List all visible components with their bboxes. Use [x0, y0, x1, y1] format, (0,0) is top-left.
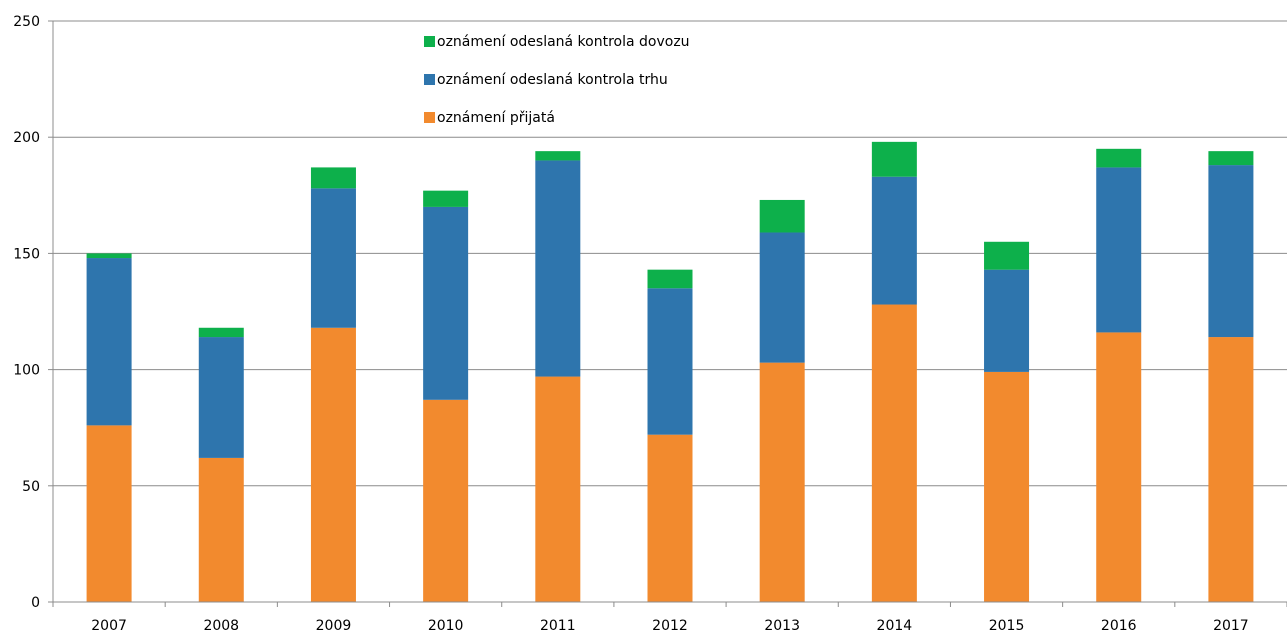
- bar-segment: [86, 253, 132, 259]
- y-tick-label: 50: [22, 479, 40, 495]
- bar-segment: [759, 362, 805, 602]
- bar-segment: [535, 376, 581, 602]
- bar-segment: [984, 241, 1030, 270]
- legend-swatch: [424, 112, 435, 123]
- bar-segment: [1096, 332, 1142, 602]
- y-tick-label: 200: [13, 130, 40, 146]
- bar-segment: [759, 199, 805, 233]
- bar-segment: [535, 160, 581, 377]
- legend-label: oznámení odeslaná kontrola dovozu: [437, 34, 690, 50]
- x-tick-label: 2009: [316, 618, 352, 634]
- bar-segment: [423, 206, 469, 400]
- legend-label: oznámení odeslaná kontrola trhu: [437, 72, 668, 88]
- bar-segment: [984, 371, 1030, 602]
- bar-segment: [198, 337, 244, 458]
- bar-segment: [759, 232, 805, 363]
- bars-layer: [86, 141, 1254, 602]
- bar-segment: [984, 269, 1030, 372]
- x-tick-label: 2016: [1101, 618, 1137, 634]
- x-tick-label: 2010: [428, 618, 464, 634]
- y-tick-label: 100: [13, 363, 40, 379]
- bar-segment: [198, 457, 244, 602]
- x-tick-label: 2014: [877, 618, 913, 634]
- bar-segment: [423, 190, 469, 207]
- grid-layer: [53, 20, 1287, 487]
- y-tick-label: 250: [13, 14, 40, 30]
- bar-segment: [1208, 337, 1254, 602]
- y-tick-label: 150: [13, 246, 40, 262]
- legend-swatch: [424, 36, 435, 47]
- x-tick-label: 2017: [1213, 618, 1249, 634]
- bar-segment: [310, 327, 356, 602]
- x-tick-label: 2015: [989, 618, 1025, 634]
- x-tick-label: 2008: [203, 618, 239, 634]
- legend-label: oznámení přijatá: [437, 110, 555, 126]
- bar-segment: [871, 141, 917, 177]
- bar-segment: [86, 425, 132, 602]
- bar-segment: [871, 176, 917, 305]
- y-tick-label: 0: [31, 595, 40, 611]
- x-tick-label: 2013: [764, 618, 800, 634]
- bar-segment: [1208, 165, 1254, 338]
- bar-segment: [310, 167, 356, 189]
- legend-swatch: [424, 74, 435, 85]
- legend: oznámení odeslaná kontrola dovozu oznámen…: [424, 34, 690, 126]
- bar-segment: [1096, 148, 1142, 168]
- x-tick-label: 2012: [652, 618, 688, 634]
- bar-segment: [535, 151, 581, 161]
- bar-segment: [1096, 167, 1142, 333]
- bar-segment: [423, 399, 469, 602]
- x-tick-label: 2011: [540, 618, 576, 634]
- bar-segment: [86, 258, 132, 426]
- bar-segment: [647, 269, 693, 289]
- axis-layer: 0 50 100 150 200 250 2007 2008 2009 2010 2011 2012 2…: [13, 14, 1287, 634]
- bar-segment: [647, 288, 693, 435]
- bar-segment: [871, 304, 917, 602]
- bar-segment: [1208, 151, 1254, 166]
- bar-segment: [198, 327, 244, 338]
- x-tick-label: 2007: [91, 618, 127, 634]
- bar-segment: [310, 188, 356, 328]
- bar-segment: [647, 434, 693, 602]
